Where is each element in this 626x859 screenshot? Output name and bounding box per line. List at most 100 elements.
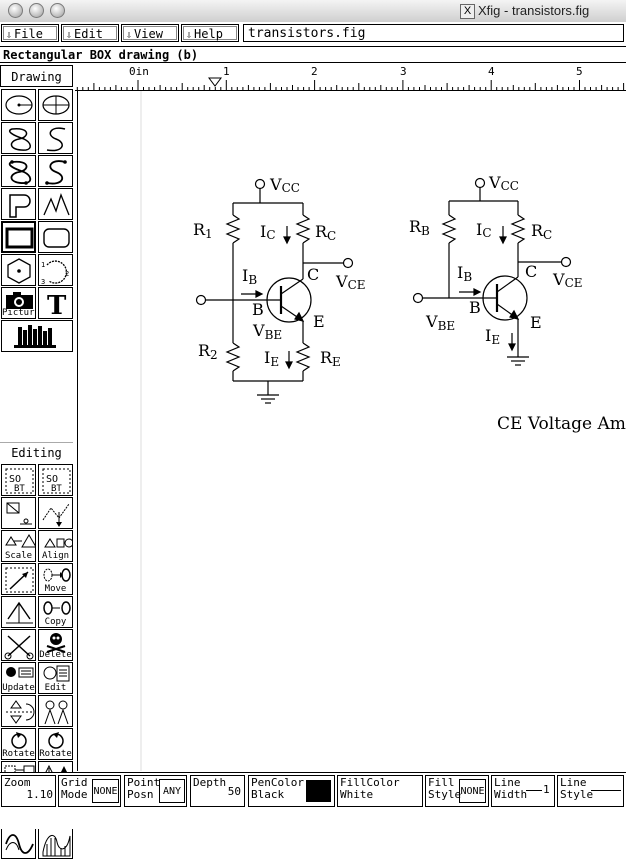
fill-style-value: NONE <box>459 779 486 803</box>
ie-label: I <box>264 348 270 367</box>
file-menu[interactable]: ⇩ File <box>1 24 59 42</box>
cut-tool[interactable] <box>1 629 36 661</box>
zoom-indicator[interactable]: Zoom 1.10 <box>1 775 56 807</box>
scale-tool[interactable]: Scale <box>1 530 36 562</box>
down-arrow-icon: ⇩ <box>186 30 193 41</box>
vbe-label: V <box>252 321 265 340</box>
ellipse-diameter-tool[interactable] <box>38 89 73 121</box>
svg-text:VCE: VCE <box>552 270 583 290</box>
svg-text:SO: SO <box>9 474 21 485</box>
minimize-window-button[interactable] <box>29 3 44 18</box>
break-tool[interactable] <box>1 596 36 628</box>
close-window-button[interactable] <box>8 3 23 18</box>
grid-mode-indicator[interactable]: Grid Mode NONE <box>58 775 121 807</box>
message-line: Rectangular BOX drawing (b) <box>0 47 626 63</box>
vbe2-label: V <box>425 312 438 331</box>
arc-tool[interactable]: 1 2 3 <box>38 254 73 286</box>
zoom-value: 1.10 <box>26 788 54 801</box>
edit-tool-label: Edit <box>44 683 67 693</box>
depth-indicator[interactable]: Depth 50 <box>190 775 245 807</box>
rounded-rectangle-icon <box>43 228 70 248</box>
view-menu-label: View <box>134 27 163 41</box>
polygon-icon <box>9 194 31 218</box>
break-compound-icon <box>6 502 32 525</box>
spline-smooth-tool[interactable] <box>1 827 36 859</box>
copy-tool[interactable]: Copy <box>38 596 73 628</box>
rc-sub: C <box>327 229 336 243</box>
svg-text:IE: IE <box>485 326 500 347</box>
polygon-tool[interactable] <box>1 188 36 220</box>
regular-polygon-tool[interactable] <box>1 254 36 286</box>
help-menu[interactable]: ⇩ Help <box>181 24 239 42</box>
update-tool[interactable]: Update <box>1 662 36 694</box>
pen-color-indicator[interactable]: PenColor Black <box>248 775 335 807</box>
ruler-label-3: 3 <box>400 65 407 78</box>
align-tool-label: Align <box>41 551 70 561</box>
edit-tool[interactable]: Edit <box>38 662 73 694</box>
delete-tool[interactable]: Delete <box>38 629 73 661</box>
rotate-clockwise-icon <box>11 732 27 749</box>
align-tool[interactable]: Align <box>38 530 73 562</box>
top-ruler[interactable]: 0in 1 2 3 4 5 <box>75 64 626 91</box>
point-position-indicator[interactable]: Point Posn ANY <box>124 775 187 807</box>
svg-text:VBE: VBE <box>425 312 455 333</box>
vce2-label: V <box>552 270 565 289</box>
break-compound-tool[interactable] <box>1 497 36 529</box>
picture-tool[interactable]: Picture <box>1 287 36 319</box>
add-point-tool[interactable]: SO BT <box>1 464 36 496</box>
pen-color-label: PenColor <box>251 776 304 789</box>
svg-text:SO: SO <box>46 474 58 485</box>
ic-label: I <box>260 222 266 241</box>
grid-mode-value: NONE <box>92 779 119 803</box>
closed-spline-tool[interactable] <box>1 122 36 154</box>
polyline-tool[interactable] <box>38 188 73 220</box>
rectangle-box-tool[interactable] <box>1 221 36 253</box>
rotate-counterclockwise-icon <box>48 732 64 749</box>
line-style-sample <box>591 790 621 791</box>
move-tool[interactable]: Move <box>38 563 73 595</box>
area-fill-tool[interactable] <box>38 827 73 859</box>
ie2-sub: E <box>491 333 500 347</box>
move-point-tool[interactable] <box>38 497 73 529</box>
flip-horizontal-tool[interactable] <box>38 695 73 727</box>
open-interp-spline-tool[interactable] <box>38 155 73 187</box>
ellipse-radius-tool[interactable] <box>1 89 36 121</box>
left-ruler[interactable] <box>75 91 78 771</box>
open-spline-tool[interactable] <box>38 122 73 154</box>
vcc-sub: CC <box>282 181 300 195</box>
compound-tool[interactable] <box>1 563 36 595</box>
flip-horizontal-icon <box>44 700 69 725</box>
fill-color-indicator[interactable]: FillColor White <box>337 775 423 807</box>
rc2-label: R <box>531 221 544 240</box>
delete-point-tool[interactable]: SO BT <box>38 464 73 496</box>
library-tool[interactable] <box>1 320 73 352</box>
view-menu[interactable]: ⇩ View <box>121 24 179 42</box>
collector-label: C <box>307 265 319 284</box>
rotate-clockwise-tool[interactable]: Rotate <box>1 728 36 760</box>
svg-text:IC: IC <box>476 220 492 240</box>
line-style-indicator[interactable]: Line Style <box>557 775 624 807</box>
edit-menu[interactable]: ⇩ Edit <box>61 24 119 42</box>
zoom-window-button[interactable] <box>50 3 65 18</box>
line-width-sample <box>526 790 542 791</box>
flip-vertical-tool[interactable] <box>1 695 36 727</box>
text-tool[interactable]: T <box>38 287 73 319</box>
break-icon <box>6 601 33 624</box>
r1-label: R <box>193 220 206 239</box>
indicator-panel: Zoom 1.10 Grid Mode NONE Point Posn ANY … <box>0 772 626 829</box>
ib-sub: B <box>248 273 257 287</box>
ruler-position-marker-icon <box>208 77 222 87</box>
point-label-1: Point <box>127 776 161 789</box>
ic2-sub: C <box>482 226 491 240</box>
fill-style-indicator[interactable]: Fill Style NONE <box>425 775 489 807</box>
rotate-counterclockwise-tool[interactable]: Rotate <box>38 728 73 760</box>
delete-tool-label: Delete <box>39 650 72 660</box>
drawing-canvas[interactable]: VCC R1 IC RC C VCE IB B E VBE R2 IE RE <box>78 91 626 771</box>
vbe-sub: BE <box>265 328 283 342</box>
closed-interp-spline-tool[interactable] <box>1 155 36 187</box>
svg-text:3: 3 <box>41 278 45 286</box>
line-width-indicator[interactable]: Line Width 1 <box>491 775 555 807</box>
rounded-box-tool[interactable] <box>38 221 73 253</box>
help-menu-label: Help <box>194 27 223 41</box>
